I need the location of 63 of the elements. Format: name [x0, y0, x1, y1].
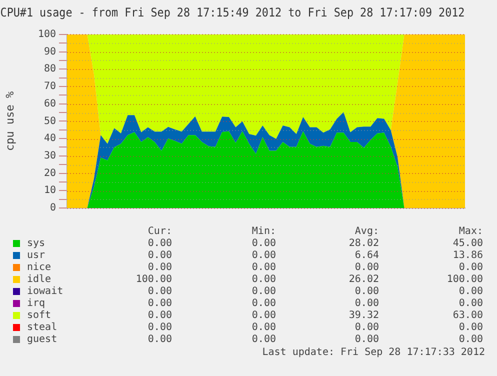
y-axis-title: cpu use % [3, 91, 16, 152]
text: 0.00 [458, 298, 483, 310]
text: 0.00 [252, 322, 276, 334]
text: Avg: [354, 226, 379, 238]
text: Max: [458, 226, 483, 238]
y-tick-label: 20 [44, 168, 56, 179]
text: 26.02 [348, 274, 379, 286]
legend-label: irq [27, 298, 46, 310]
text: 0.00 [252, 262, 276, 274]
text: 63.00 [452, 310, 483, 322]
text: 0.00 [458, 334, 483, 346]
text: 0.00 [148, 298, 172, 310]
y-tick-label: 100 [38, 28, 56, 40]
y-tick-label: 60 [44, 98, 56, 110]
text: 0.00 [354, 262, 379, 274]
text: 100.00 [446, 274, 483, 286]
y-tick-label: 70 [44, 81, 56, 92]
y-tick-label: 10 [44, 185, 56, 196]
legend-label: steal [27, 322, 58, 334]
text: 0.00 [252, 250, 276, 262]
text: 0.00 [252, 286, 276, 298]
text: 0.00 [252, 238, 276, 250]
legend-label: sys [27, 238, 46, 250]
y-tick-label: 30 [44, 150, 56, 162]
text: 100.00 [136, 274, 172, 286]
text: 13.86 [452, 250, 483, 262]
y-tick-label: 40 [44, 133, 56, 144]
text: 0.00 [252, 274, 276, 286]
y-tick-label: 50 [44, 116, 56, 127]
text: 0.00 [148, 322, 172, 334]
text: 0.00 [252, 334, 276, 346]
y-tick-label: 80 [44, 64, 56, 75]
text: 0.00 [458, 286, 483, 298]
legend-label: nice [27, 262, 52, 274]
legend-label: idle [27, 274, 52, 286]
legend-label: soft [27, 310, 52, 322]
y-tick-label: 90 [44, 46, 56, 58]
text: 0.00 [148, 310, 172, 322]
text: 0.00 [148, 334, 172, 346]
text: 0.00 [252, 298, 276, 310]
text: Cur: [148, 226, 172, 238]
text: Min: [252, 226, 276, 238]
legend-label: iowait [27, 286, 64, 298]
text: 0.00 [354, 286, 379, 298]
text: 0.00 [354, 298, 379, 310]
text: 0.00 [354, 334, 379, 346]
text: 0.00 [354, 322, 379, 334]
text: 39.32 [348, 310, 379, 322]
y-tick-label: 0 [50, 202, 56, 214]
text: 0.00 [252, 310, 276, 322]
legend-label: guest [27, 334, 58, 346]
text: 28.02 [348, 238, 379, 250]
text: 6.64 [354, 250, 379, 262]
text: 45.00 [452, 238, 483, 250]
text: 0.00 [148, 238, 172, 250]
text: 0.00 [458, 262, 483, 274]
legend-label: usr [27, 250, 46, 262]
text: 0.00 [148, 250, 172, 262]
text: 0.00 [458, 322, 483, 334]
text: 0.00 [148, 286, 172, 298]
text: Last update: Fri Sep 28 17:17:33 2012 [262, 347, 485, 358]
chart-title: CPU#1 usage - from Fri Sep 28 17:15:49 2012 to Fri Sep 28 17:17:09 2012 [0, 4, 465, 20]
text: 0.00 [148, 262, 172, 274]
